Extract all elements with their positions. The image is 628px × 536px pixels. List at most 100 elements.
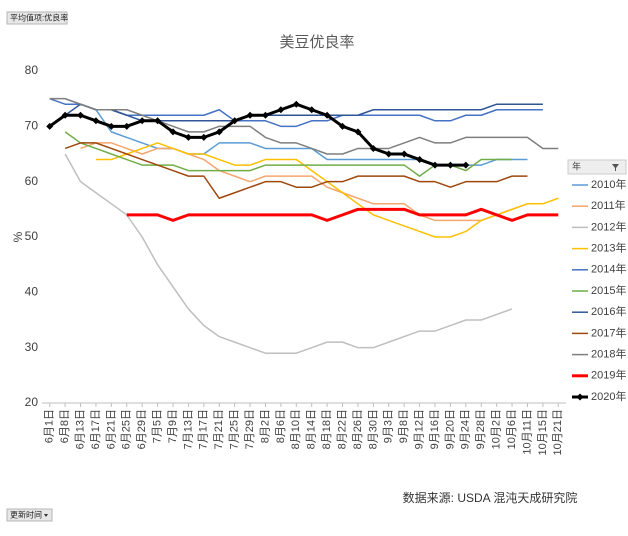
x-tick-label: 10月21日 bbox=[552, 409, 564, 455]
legend-label: 2016年 bbox=[591, 304, 626, 318]
x-tick-label: 8月26日 bbox=[352, 409, 364, 449]
series-marker bbox=[261, 111, 269, 119]
y-tick-label: 30 bbox=[25, 340, 39, 354]
series-line bbox=[126, 207, 559, 222]
series-marker bbox=[138, 117, 146, 125]
filter-icon[interactable] bbox=[612, 164, 619, 171]
x-tick-label: 7月5日 bbox=[151, 409, 163, 443]
y-tick-label: 40 bbox=[25, 285, 39, 299]
series-marker bbox=[277, 106, 285, 114]
x-tick-label: 6月13日 bbox=[74, 409, 86, 449]
x-tick-label: 7月29日 bbox=[244, 409, 256, 449]
series-marker bbox=[400, 150, 408, 158]
x-tick-label: 10月15日 bbox=[537, 409, 549, 455]
x-tick-label: 6月29日 bbox=[136, 409, 148, 449]
series-marker bbox=[354, 128, 362, 136]
x-tick-label: 6月21日 bbox=[105, 409, 117, 449]
x-tick-label: 9月16日 bbox=[429, 409, 441, 449]
x-tick-label: 6月8日 bbox=[59, 409, 71, 443]
series-marker bbox=[77, 111, 85, 119]
legend-label: 2010年 bbox=[591, 177, 626, 191]
series-marker bbox=[323, 111, 331, 119]
legend-label: 2011年 bbox=[591, 198, 626, 212]
series-marker bbox=[92, 117, 100, 125]
x-tick-label: 6月25日 bbox=[121, 409, 133, 449]
x-tick-label: 6月1日 bbox=[44, 409, 56, 443]
series-line bbox=[49, 97, 559, 155]
x-tick-label: 8月10日 bbox=[290, 409, 302, 449]
y-axis-label: % bbox=[11, 231, 25, 242]
legend-label: 2019年 bbox=[591, 368, 626, 382]
series-marker bbox=[46, 122, 54, 130]
x-tick-label: 8月22日 bbox=[336, 409, 348, 449]
series-marker bbox=[308, 106, 316, 114]
series-line bbox=[64, 142, 528, 200]
legend-label: 2012年 bbox=[591, 219, 626, 233]
x-tick-label: 10月6日 bbox=[506, 409, 518, 449]
series-line bbox=[80, 142, 528, 222]
series-marker bbox=[416, 156, 424, 164]
y-tick-label: 50 bbox=[25, 229, 39, 243]
dropdown-arrow[interactable] bbox=[44, 514, 48, 517]
y-tick-label: 80 bbox=[25, 63, 39, 77]
x-tick-label: 7月21日 bbox=[213, 409, 225, 449]
legend-label: 2018年 bbox=[591, 347, 626, 361]
series-marker bbox=[107, 122, 115, 130]
series-marker bbox=[61, 111, 69, 119]
series-marker bbox=[339, 122, 347, 130]
series-marker bbox=[292, 100, 300, 108]
legend-title: 年 bbox=[572, 160, 581, 171]
legend-label: 2020年 bbox=[591, 389, 626, 403]
series-marker bbox=[154, 117, 162, 125]
series-marker bbox=[246, 111, 254, 119]
series-marker bbox=[123, 122, 131, 130]
x-tick-label: 8月6日 bbox=[275, 409, 287, 443]
series-line bbox=[64, 153, 513, 354]
y-tick-label: 70 bbox=[25, 119, 39, 133]
legend-label: 2015年 bbox=[591, 283, 626, 297]
x-tick-label: 9月28日 bbox=[475, 409, 487, 449]
update-button[interactable]: 更新时间 bbox=[6, 508, 53, 522]
field-button[interactable]: 平均值项:优良率 bbox=[6, 11, 68, 25]
y-tick-label: 20 bbox=[25, 395, 39, 409]
x-tick-label: 10月11日 bbox=[521, 409, 533, 455]
series-marker bbox=[200, 133, 208, 141]
legend-header[interactable]: 年 bbox=[567, 159, 627, 175]
legend-label: 2013年 bbox=[591, 241, 626, 255]
x-tick-label: 9月3日 bbox=[383, 409, 395, 443]
update-button-box[interactable] bbox=[6, 508, 53, 522]
x-tick-label: 8月30日 bbox=[367, 409, 379, 449]
legend-header-box[interactable] bbox=[567, 159, 627, 175]
series-marker bbox=[184, 133, 192, 141]
legend-label: 2014年 bbox=[591, 262, 626, 276]
x-tick-label: 8月18日 bbox=[321, 409, 333, 449]
x-tick-label: 9月24日 bbox=[460, 409, 472, 449]
series-marker bbox=[462, 161, 470, 169]
x-tick-label: 9月8日 bbox=[398, 409, 410, 443]
update-button-label[interactable]: 更新时间 bbox=[10, 510, 42, 520]
source-note: 数据来源: USDA 混沌天成研究院 bbox=[403, 490, 578, 505]
chart-title: 美豆优良率 bbox=[279, 34, 354, 51]
legend-label: 2017年 bbox=[591, 325, 626, 339]
y-tick-label: 60 bbox=[25, 174, 39, 188]
x-tick-label: 9月20日 bbox=[444, 409, 456, 449]
x-tick-label: 7月13日 bbox=[182, 409, 194, 449]
field-button-label[interactable]: 平均值项:优良率 bbox=[10, 13, 68, 23]
series-marker bbox=[169, 128, 177, 136]
series-marker bbox=[369, 144, 377, 152]
x-tick-label: 8月14日 bbox=[306, 409, 318, 449]
x-tick-label: 7月25日 bbox=[229, 409, 241, 449]
legend-marker bbox=[576, 393, 584, 401]
series-line bbox=[49, 97, 543, 128]
series-marker bbox=[231, 117, 239, 125]
x-tick-label: 10月2日 bbox=[491, 409, 503, 449]
series-line bbox=[48, 102, 466, 167]
x-tick-label: 9月12日 bbox=[413, 409, 425, 449]
series-marker bbox=[385, 150, 393, 158]
x-tick-label: 7月17日 bbox=[198, 409, 210, 449]
x-tick-label: 7月9日 bbox=[167, 409, 179, 443]
series-marker bbox=[446, 161, 454, 169]
field-button-box[interactable] bbox=[6, 11, 68, 25]
